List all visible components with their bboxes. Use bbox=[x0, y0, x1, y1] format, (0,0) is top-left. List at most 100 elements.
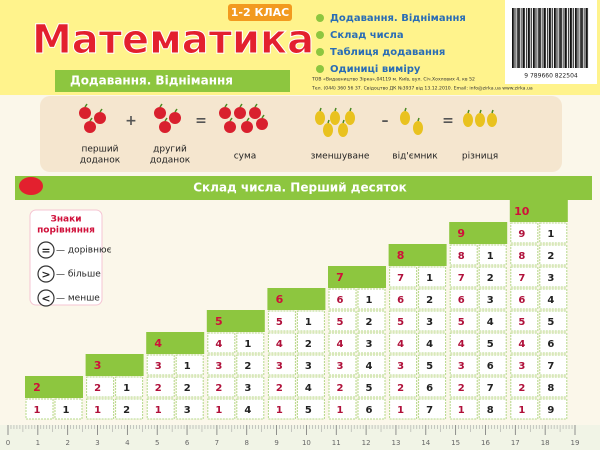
barcode-bar bbox=[568, 8, 569, 68]
cell bbox=[357, 354, 386, 376]
cell-number: 3 bbox=[184, 405, 191, 416]
pear bbox=[345, 111, 355, 125]
cell-number: 4 bbox=[547, 295, 554, 306]
apple bbox=[159, 121, 171, 133]
cell-number: 4 bbox=[397, 339, 404, 350]
cell-number: 2 bbox=[305, 339, 312, 350]
cell bbox=[236, 376, 265, 398]
cell bbox=[236, 398, 265, 420]
cell bbox=[207, 376, 236, 398]
cell bbox=[175, 354, 204, 376]
ruler-label: 19 bbox=[571, 439, 580, 447]
cell bbox=[115, 398, 144, 420]
cell bbox=[236, 332, 265, 354]
term-label: доданок bbox=[80, 156, 121, 166]
pear bbox=[323, 123, 333, 137]
apple bbox=[94, 112, 106, 124]
cell bbox=[539, 354, 568, 376]
cell bbox=[207, 398, 236, 420]
cell-number: 1 bbox=[155, 405, 162, 416]
barcode-bar bbox=[531, 8, 533, 68]
ruler-label: 13 bbox=[391, 439, 400, 447]
barcode-bar bbox=[543, 8, 546, 68]
cell bbox=[510, 376, 539, 398]
cell bbox=[357, 398, 386, 420]
pear bbox=[475, 113, 485, 127]
barcode bbox=[512, 8, 589, 68]
ruler-label: 12 bbox=[362, 439, 371, 447]
cell bbox=[478, 244, 507, 266]
symbol-circle bbox=[37, 289, 55, 307]
cell-number: 1 bbox=[244, 339, 251, 350]
ladybug bbox=[19, 177, 43, 195]
cell-number: 1 bbox=[215, 405, 222, 416]
cell bbox=[207, 332, 236, 354]
barcode-bar bbox=[559, 8, 561, 68]
cell-number: 3 bbox=[276, 361, 283, 372]
cell bbox=[86, 376, 115, 398]
column-number: 9 bbox=[457, 227, 465, 240]
cell bbox=[418, 354, 447, 376]
stem bbox=[319, 107, 322, 112]
barcode-bar bbox=[580, 8, 582, 68]
publisher-line: ТОВ «Видавництво Зірка»,04119 м. Київ, в… bbox=[311, 77, 475, 83]
cell bbox=[449, 398, 478, 420]
barcode-bar bbox=[538, 8, 540, 68]
cell bbox=[25, 398, 54, 420]
cell-number: 7 bbox=[397, 273, 404, 284]
symbol-label: — менше bbox=[56, 294, 100, 304]
cell bbox=[510, 310, 539, 332]
column-number: 6 bbox=[276, 293, 284, 306]
cell bbox=[478, 310, 507, 332]
stem bbox=[164, 117, 168, 122]
stem bbox=[467, 109, 470, 114]
barcode-bar bbox=[547, 8, 548, 68]
column-number: 3 bbox=[94, 359, 102, 372]
cell-number: 6 bbox=[337, 295, 344, 306]
cell-number: 3 bbox=[518, 361, 525, 372]
cell bbox=[389, 398, 418, 420]
barcode-bar bbox=[564, 8, 567, 68]
column-header bbox=[509, 200, 568, 222]
barcode-bar bbox=[562, 8, 564, 68]
stem bbox=[229, 117, 233, 122]
cell bbox=[478, 354, 507, 376]
stem bbox=[254, 103, 258, 108]
cell-number: 4 bbox=[366, 361, 373, 372]
barcode-bar bbox=[552, 8, 554, 68]
cell bbox=[389, 310, 418, 332]
cell bbox=[510, 266, 539, 288]
barcode-bar bbox=[575, 8, 577, 68]
cell bbox=[267, 354, 296, 376]
cell-number: 9 bbox=[547, 405, 554, 416]
barcode-bar bbox=[540, 8, 541, 68]
cell-number: 6 bbox=[487, 361, 494, 372]
cell bbox=[146, 354, 175, 376]
cell-number: 1 bbox=[305, 317, 312, 328]
cell bbox=[510, 354, 539, 376]
cell-number: 3 bbox=[337, 361, 344, 372]
cell-number: 7 bbox=[458, 273, 465, 284]
column-header bbox=[267, 288, 326, 310]
topic: Додавання. Віднімання bbox=[330, 13, 466, 24]
cell bbox=[449, 354, 478, 376]
term-label: перший bbox=[81, 145, 118, 155]
pear bbox=[315, 111, 325, 125]
grade: 1-2 КЛАС bbox=[231, 6, 289, 19]
cell-number: 5 bbox=[337, 317, 344, 328]
barcode-bar bbox=[578, 8, 580, 68]
barcode-bar bbox=[524, 8, 526, 68]
ruler-label: 5 bbox=[155, 439, 159, 447]
bullet bbox=[316, 14, 324, 22]
cell-number: 1 bbox=[276, 405, 283, 416]
cell bbox=[389, 332, 418, 354]
ruler-label: 0 bbox=[6, 439, 10, 447]
pear bbox=[487, 113, 497, 127]
symbol: < bbox=[41, 292, 50, 305]
barcode-bar bbox=[520, 8, 522, 68]
cell-number: 1 bbox=[547, 229, 554, 240]
barcode-bar bbox=[555, 8, 557, 68]
barcode-bar bbox=[529, 8, 531, 68]
cell bbox=[389, 376, 418, 398]
ruler bbox=[0, 425, 600, 450]
